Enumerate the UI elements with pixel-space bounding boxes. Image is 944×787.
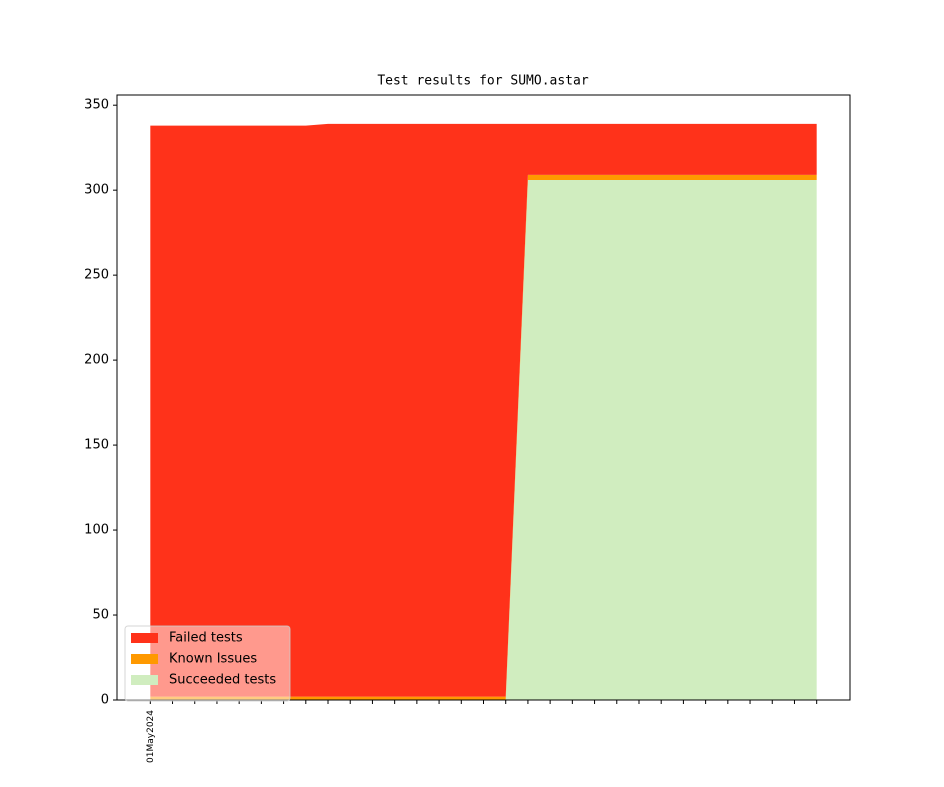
y-tick-label: 150 — [84, 438, 109, 453]
legend-swatch — [131, 675, 158, 685]
area — [150, 179, 817, 700]
legend-label: Known Issues — [169, 652, 257, 667]
y-tick-label: 50 — [92, 608, 109, 623]
area — [150, 123, 817, 697]
y-tick-label: 0 — [101, 693, 109, 708]
legend-label: Succeeded tests — [169, 673, 276, 688]
y-tick-label: 250 — [84, 268, 109, 283]
legend-swatch — [131, 654, 158, 664]
legend-frame — [124, 625, 291, 702]
legend: Failed tests Known Issues Succeeded tests — [124, 625, 291, 702]
y-tick-label: 350 — [84, 98, 109, 113]
legend-label: Failed tests — [169, 631, 243, 646]
y-tick-label: 300 — [84, 183, 109, 198]
y-tick-label: 100 — [84, 523, 109, 538]
chart-title: Test results for SUMO.astar — [377, 74, 588, 89]
y-tick-label: 200 — [84, 353, 109, 368]
legend-swatch — [131, 633, 158, 643]
x-tick-label: 01May2024 — [146, 710, 156, 763]
